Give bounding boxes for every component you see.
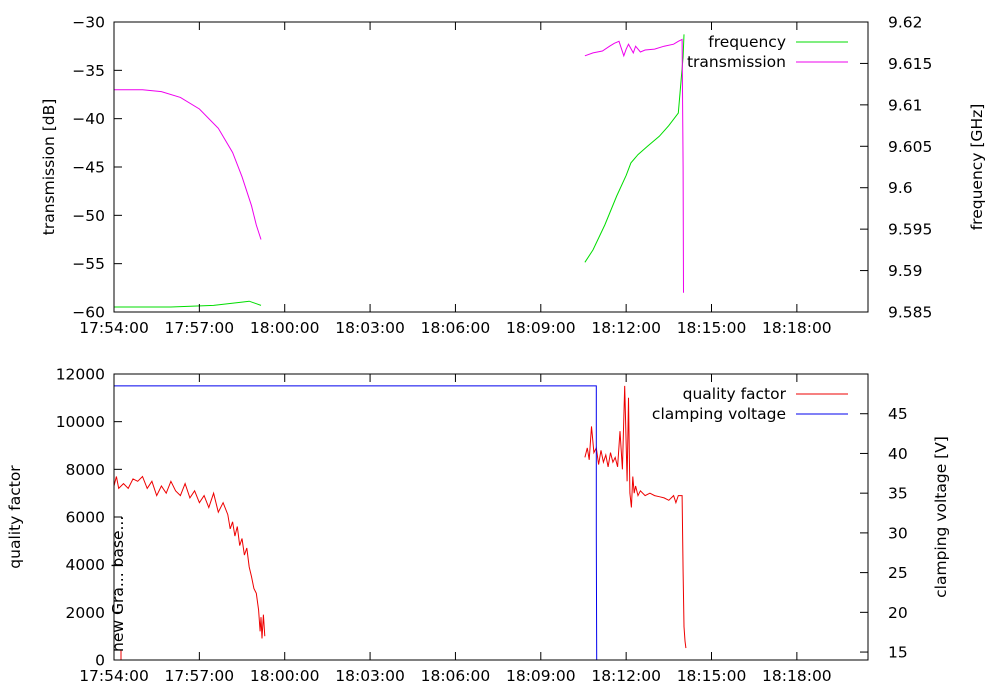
- x-tick-label: 18:03:00: [335, 667, 405, 685]
- x-tick-label: 18:12:00: [591, 667, 661, 685]
- y2-tick-label: 15: [888, 644, 908, 662]
- y-tick-label: 10000: [56, 413, 105, 431]
- y2-tick-label: 9.595: [888, 221, 932, 239]
- legend-label-quality-factor: quality factor: [683, 385, 787, 403]
- series-layer: [113, 385, 687, 661]
- y2-tick-label: 9.61: [888, 96, 923, 114]
- y2-tick-label: 9.585: [888, 304, 932, 322]
- x-tick-label: 18:06:00: [421, 319, 491, 337]
- y-tick-label: −35: [72, 62, 105, 80]
- event-annotation: new Gra... base...: [109, 516, 127, 652]
- x-tick-label: 18:15:00: [677, 319, 747, 337]
- y-tick-label: −60: [72, 304, 105, 322]
- y2-axis-label: frequency [GHz]: [968, 104, 986, 231]
- y2-tick-label: 40: [888, 445, 908, 463]
- series-line-quality-factor: [584, 385, 687, 649]
- x-tick-label: 18:09:00: [506, 667, 576, 685]
- y2-axis-label: clamping voltage [V]: [932, 436, 950, 598]
- y-tick-label: 2000: [66, 604, 105, 622]
- series-line-transmission: [584, 38, 684, 293]
- legend-label-frequency: frequency: [708, 33, 786, 51]
- series-line-frequency: [584, 34, 685, 263]
- series-line-clamping-voltage: [114, 385, 598, 661]
- y-tick-label: 12000: [56, 366, 105, 384]
- y2-tick-label: 9.62: [888, 14, 923, 32]
- series-line-frequency: [114, 300, 262, 308]
- y2-tick-label: 9.615: [888, 55, 932, 73]
- x-tick-label: 18:09:00: [506, 319, 576, 337]
- quality-clamping-panel: 17:54:00 17:57:00 18:00:00 18:03:00 18:06:00…: [6, 366, 950, 686]
- x-tick-label: 17:57:00: [165, 319, 235, 337]
- x-tick-label: 18:00:00: [250, 319, 320, 337]
- y-tick-label: −50: [72, 207, 105, 225]
- y-tick-label: 0: [95, 652, 105, 670]
- y-tick-label: 4000: [66, 556, 105, 574]
- y-tick-label: −30: [72, 14, 105, 32]
- legend-label-clamping-voltage: clamping voltage: [652, 405, 786, 423]
- y2-tick-label: 9.605: [888, 138, 932, 156]
- x-tick-label: 18:18:00: [762, 319, 832, 337]
- y2-tick-label: 20: [888, 604, 908, 622]
- y-axis-label: transmission [dB]: [40, 99, 58, 236]
- y-tick-label: −55: [72, 255, 105, 273]
- y2-tick-label: 35: [888, 485, 908, 503]
- x-tick-label: 18:03:00: [335, 319, 405, 337]
- series-line-quality-factor: [113, 475, 266, 639]
- y-axis-label: quality factor: [6, 465, 24, 569]
- y-tick-label: −40: [72, 110, 105, 128]
- transmission-frequency-panel: 17:54:00 17:57:00 18:00:00 18:03:00 18:06:00…: [40, 14, 986, 338]
- legend: quality factor clamping voltage: [652, 385, 848, 423]
- y2-tick-label: 45: [888, 405, 908, 423]
- series-line-transmission: [114, 89, 262, 240]
- y2-tick-label: 25: [888, 564, 908, 582]
- legend: frequency transmission: [687, 33, 848, 71]
- y-tick-label: −45: [72, 159, 105, 177]
- y2-tick-label: 30: [888, 524, 908, 542]
- tick-layer: 17:54:00 17:57:00 18:00:00 18:03:00 18:06:00…: [72, 14, 932, 338]
- y2-tick-label: 9.6: [888, 179, 913, 197]
- tick-layer: 17:54:00 17:57:00 18:00:00 18:03:00 18:06:00…: [56, 366, 908, 686]
- y2-tick-label: 9.59: [888, 262, 923, 280]
- y-tick-label: 6000: [66, 509, 105, 527]
- legend-label-transmission: transmission: [687, 53, 786, 71]
- y-tick-label: 8000: [66, 461, 105, 479]
- x-tick-label: 18:18:00: [762, 667, 832, 685]
- x-tick-label: 18:00:00: [250, 667, 320, 685]
- x-tick-label: 17:54:00: [79, 667, 149, 685]
- x-tick-label: 17:57:00: [165, 667, 235, 685]
- x-tick-label: 18:15:00: [677, 667, 747, 685]
- x-tick-label: 18:06:00: [421, 667, 491, 685]
- x-tick-label: 17:54:00: [79, 319, 149, 337]
- series-layer: [114, 34, 685, 308]
- x-tick-label: 18:12:00: [591, 319, 661, 337]
